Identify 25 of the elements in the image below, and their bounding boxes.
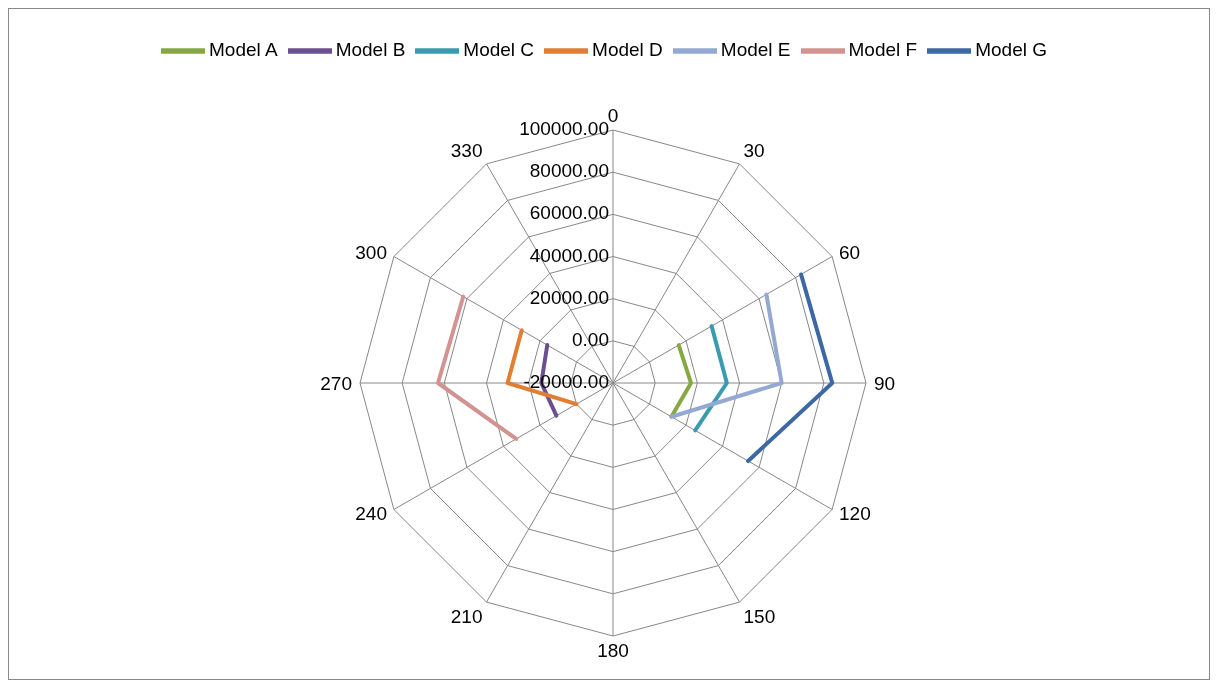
spoke-label: 330: [450, 139, 483, 161]
spoke-label: 300: [355, 242, 387, 264]
legend-label: Model D: [592, 39, 663, 61]
legend-label: Model G: [975, 39, 1047, 61]
legend-label: Model C: [463, 39, 535, 61]
spoke-label: 180: [597, 640, 629, 662]
legend-label: Model A: [208, 39, 278, 61]
y-tick-label: 80000.00: [529, 160, 609, 182]
y-tick-label: 20000.00: [529, 286, 609, 308]
legend-label: Model B: [335, 39, 406, 61]
legend-label: Model F: [848, 39, 918, 61]
y-tick-label: 40000.00: [529, 244, 609, 266]
spoke-label: 150: [743, 605, 776, 627]
y-tick-label: 0.00: [572, 328, 609, 350]
spoke-label: 210: [450, 605, 483, 627]
spoke-label: 240: [355, 503, 387, 525]
legend-label: Model E: [720, 39, 791, 61]
spoke-label: 90: [874, 372, 896, 394]
spoke-label: 0: [607, 105, 619, 126]
y-tick-label: 100000.00: [519, 118, 609, 140]
spoke-label: 120: [839, 503, 871, 525]
spoke-label: 60: [839, 242, 861, 264]
spoke-label: 270: [320, 372, 352, 394]
y-tick-label: 60000.00: [529, 202, 609, 224]
spoke-label: 30: [743, 139, 765, 161]
